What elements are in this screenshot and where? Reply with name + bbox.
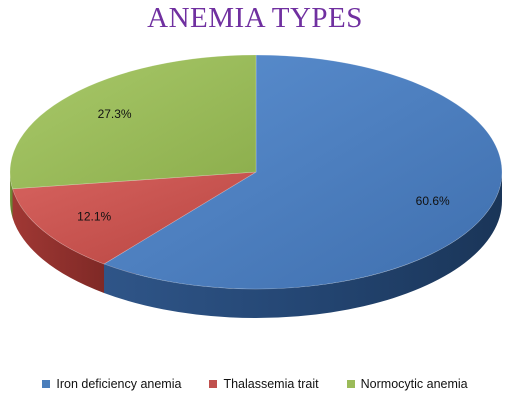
pie-side-thalassemia: [12, 188, 105, 293]
legend-label: Normocytic anemia: [360, 377, 468, 391]
legend-swatch-normocytic: [346, 380, 355, 388]
pie-slice-iron-deficiency: [103, 54, 503, 290]
chart-legend: Iron deficiency anemia Thalassemia trait…: [0, 372, 510, 396]
legend-swatch-thalassemia: [209, 380, 218, 388]
legend-label: Thalassemia trait: [223, 377, 319, 391]
pie-slice-thalassemia: [12, 171, 257, 265]
legend-label: Iron deficiency anemia: [56, 377, 182, 391]
legend-item: Normocytic anemia: [346, 377, 468, 391]
pie-side-iron-deficiency: [104, 172, 502, 319]
pie-side-normocytic: [9, 172, 13, 218]
legend-item: Thalassemia trait: [209, 377, 319, 391]
chart-title: ANEMIA TYPES: [147, 2, 363, 34]
slice-label-iron-deficiency: 60.6%: [416, 194, 450, 208]
slice-label-thalassemia: 12.1%: [77, 210, 111, 224]
slice-label-normocytic: 27.3%: [98, 107, 132, 121]
pie-slice-normocytic: [9, 54, 257, 190]
legend-swatch-iron-deficiency: [42, 380, 51, 388]
legend-item: Iron deficiency anemia: [42, 377, 181, 391]
pie-chart: 60.6% 12.1% 27.3%: [9, 54, 503, 319]
